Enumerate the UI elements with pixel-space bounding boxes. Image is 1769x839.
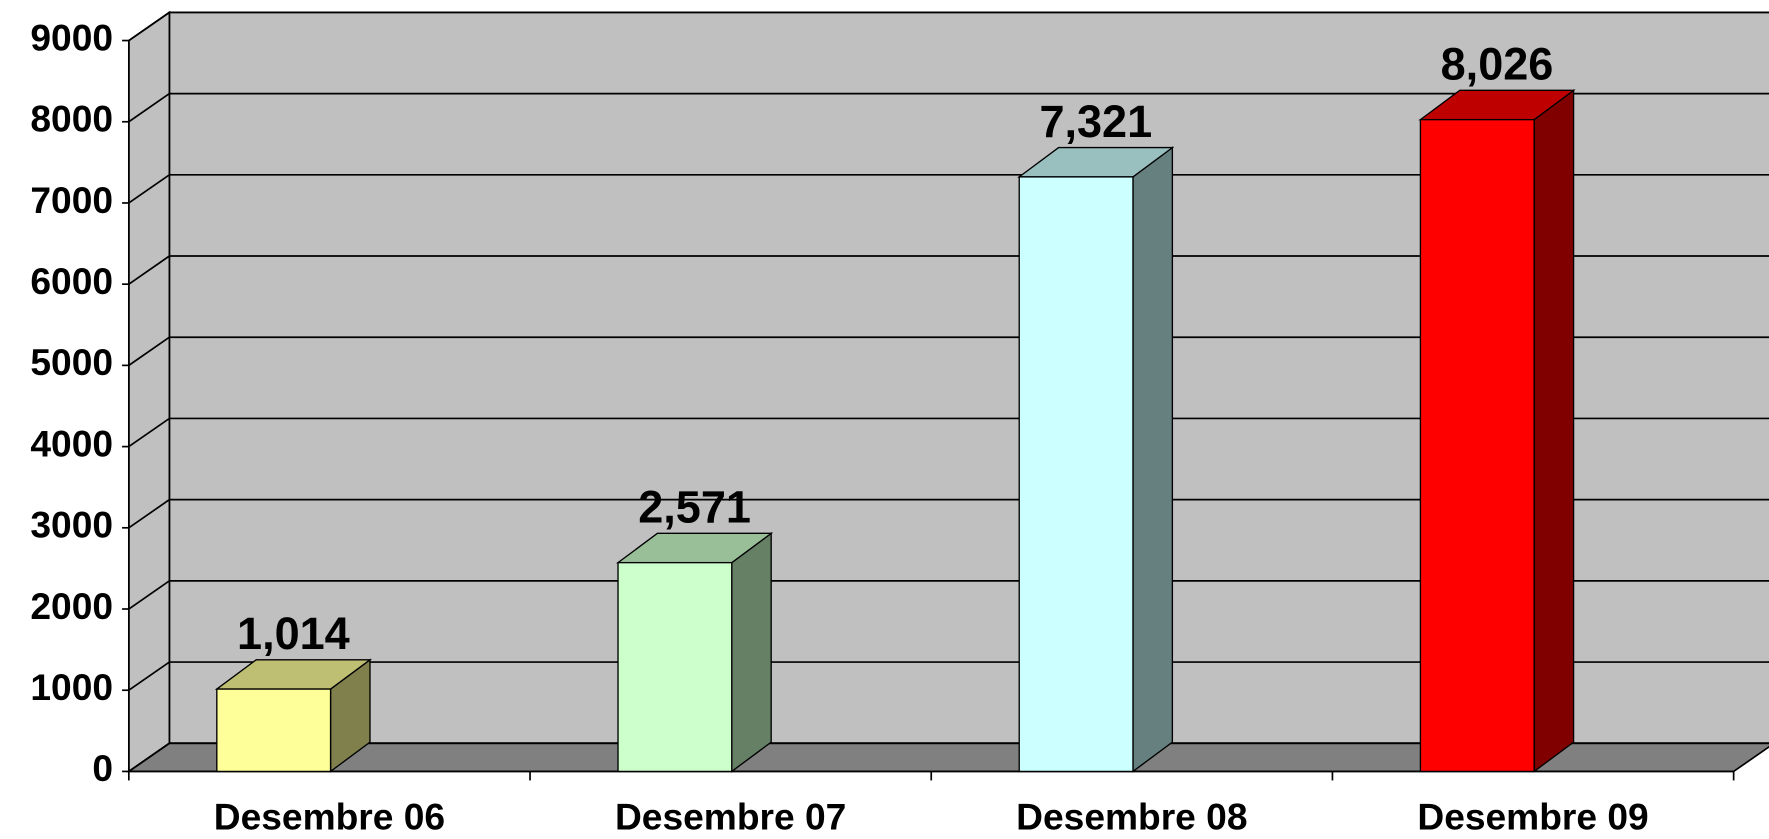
grid-line — [128, 661, 1769, 691]
side-wall — [127, 10, 171, 774]
y-tick-label: 2000 — [30, 585, 113, 627]
y-tick-label: 3000 — [30, 504, 113, 546]
grid-line — [128, 580, 1769, 610]
bar — [1419, 118, 1535, 773]
bar-side — [731, 532, 772, 773]
bar — [1018, 176, 1134, 773]
grid-line — [128, 255, 1769, 285]
x-tick-label: Desembre 09 — [1417, 796, 1648, 838]
grid-line — [128, 173, 1769, 204]
data-label: 7,321 — [1039, 96, 1152, 147]
bar-side — [1533, 89, 1575, 773]
x-tick-label: Desembre 07 — [615, 796, 846, 838]
y-tick-label: 6000 — [30, 260, 113, 302]
bar — [617, 561, 733, 773]
y-tick-label: 0 — [92, 747, 113, 789]
y-tick-label: 4000 — [30, 422, 113, 464]
grid-line — [128, 11, 1769, 42]
grid-line — [128, 742, 1769, 773]
y-tick-label: 1000 — [30, 666, 113, 708]
y-tick-label: 9000 — [30, 16, 113, 58]
x-tick-label: Desembre 06 — [214, 796, 445, 838]
data-label: 2,571 — [638, 482, 751, 533]
grid-line — [128, 92, 1769, 123]
grid-line — [128, 417, 1769, 448]
grid-line — [128, 498, 1769, 529]
grid-line — [128, 336, 1769, 367]
x-tick-label: Desembre 08 — [1016, 796, 1247, 838]
y-tick-label: 7000 — [30, 179, 113, 221]
data-label: 8,026 — [1441, 39, 1554, 90]
y-tick-label: 5000 — [30, 341, 113, 383]
bar — [216, 688, 332, 773]
data-label: 1,014 — [237, 608, 350, 659]
bar-side — [1132, 146, 1174, 773]
y-tick-label: 8000 — [30, 98, 113, 140]
